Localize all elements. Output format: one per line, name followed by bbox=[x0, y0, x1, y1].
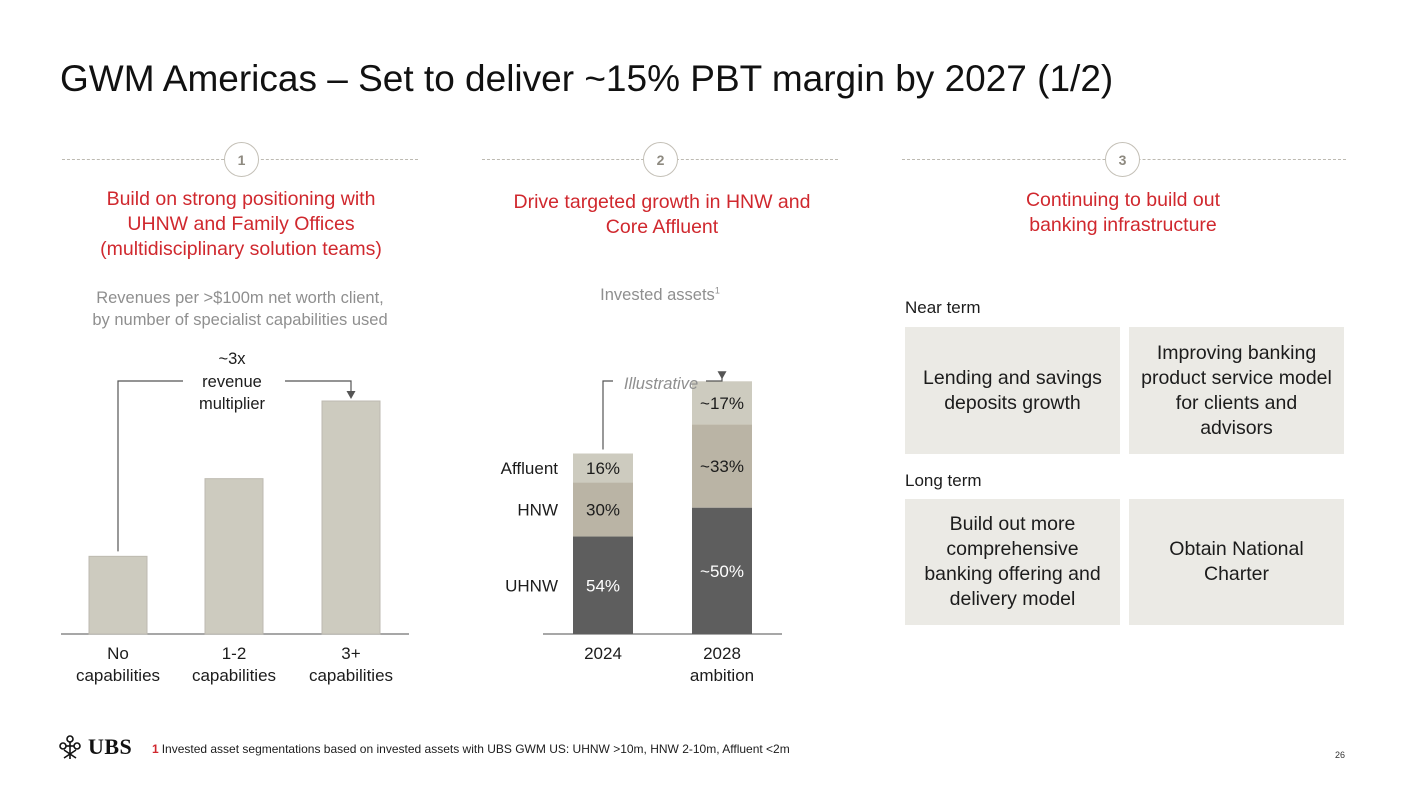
footnote-text: Invested asset segmentations based on in… bbox=[161, 742, 790, 756]
chart-1-subtitle-line-1: Revenues per >$100m net worth client, bbox=[96, 289, 384, 307]
chart-2-data-label-1-affluent: 16% bbox=[586, 459, 620, 478]
chart-2-subtitle-text: Invested assets bbox=[600, 286, 715, 304]
chart-2-subtitle: Invested assets1 bbox=[560, 284, 760, 306]
chart-1-category-label-1-line-1: No bbox=[107, 644, 129, 663]
near-term-label: Near term bbox=[905, 298, 981, 317]
chart-1-annotation-line-3: multiplier bbox=[199, 395, 266, 413]
long-term-box-2: Obtain National Charter bbox=[1129, 499, 1344, 625]
chart-1-bar-1 bbox=[88, 555, 148, 635]
long-term-box-1: Build out more comprehensive banking off… bbox=[905, 499, 1120, 625]
chart-1-category-label-3-line-1: 3+ bbox=[341, 644, 360, 663]
chart-2-bar-1-segment-uhnw bbox=[573, 536, 633, 634]
pillar-3-number-badge: 3 bbox=[1105, 142, 1140, 177]
chart-2-subtitle-footnote: 1 bbox=[714, 285, 720, 296]
chart-1-category-label-2-line-1: 1-2 bbox=[222, 644, 247, 663]
chart-2-bar-2-segment-uhnw bbox=[692, 507, 752, 634]
chart-1-annotation-bracket-left bbox=[117, 380, 183, 552]
chart-2-bar-1-segment-affluent bbox=[573, 453, 633, 483]
chart-2-bar-2-segment-affluent bbox=[692, 381, 752, 425]
ubs-logo: UBS bbox=[58, 734, 132, 760]
chart-2-annotation-arrowhead bbox=[717, 371, 727, 380]
pillar-3-heading: Continuing to build out banking infrastr… bbox=[1025, 189, 1221, 236]
chart-2-data-label-1-uhnw: 54% bbox=[586, 576, 620, 595]
keys-icon bbox=[59, 735, 81, 759]
chart-2-bar-1-segment-hnw bbox=[573, 482, 633, 537]
page-number: 26 bbox=[1334, 750, 1345, 760]
chart-2-data-label-2-affluent: ~17% bbox=[700, 394, 744, 413]
logo-text: UBS bbox=[88, 734, 133, 759]
chart-2-series-label-uhnw: UHNW bbox=[505, 576, 558, 595]
near-term-box-2: Improving banking product service model … bbox=[1129, 327, 1344, 454]
page-title: GWM Americas – Set to deliver ~15% PBT m… bbox=[60, 58, 1114, 99]
chart-2-series-label-affluent: Affluent bbox=[501, 459, 559, 478]
chart-2-data-label-1-hnw: 30% bbox=[586, 500, 620, 519]
chart-2-category-label-2-line-1: 2028 bbox=[703, 644, 741, 663]
pillar-2-number-badge: 2 bbox=[643, 142, 678, 177]
pillar-1-number-badge: 1 bbox=[224, 142, 259, 177]
near-term-box-1: Lending and savings deposits growth bbox=[905, 327, 1120, 454]
chart-1-category-label-2-line-2: capabilities bbox=[192, 666, 276, 685]
footnote: 1 Invested asset segmentations based on i… bbox=[152, 742, 790, 756]
chart-1-subtitle-line-2: by number of specialist capabilities use… bbox=[92, 311, 388, 329]
chart-2-data-label-2-uhnw: ~50% bbox=[700, 562, 744, 581]
chart-2-series-label-hnw: HNW bbox=[517, 500, 558, 519]
chart-1-category-label-3-line-2: capabilities bbox=[309, 666, 393, 685]
chart-2-category-label-1-line-1: 2024 bbox=[584, 644, 622, 663]
chart-1-annotation-bracket-right bbox=[285, 380, 352, 392]
chart-2-annotation-illustrative: Illustrative bbox=[624, 375, 698, 393]
chart-1-bar-2 bbox=[204, 478, 264, 635]
chart-2-annotation-bracket-left bbox=[602, 380, 613, 450]
chart-2-bar-2-segment-hnw bbox=[692, 424, 752, 508]
chart-1-subtitle: Revenues per >$100m net worth client, by… bbox=[60, 287, 420, 331]
pillar-1-heading: Build on strong positioning with UHNW an… bbox=[100, 188, 382, 260]
chart-1-bar-3 bbox=[321, 400, 381, 635]
footnote-number: 1 bbox=[152, 742, 159, 756]
chart-1-annotation-line-2: revenue bbox=[202, 373, 262, 391]
long-term-label: Long term bbox=[905, 471, 982, 490]
chart-2-data-label-2-hnw: ~33% bbox=[700, 457, 744, 476]
chart-1-annotation-line-1: ~3x bbox=[218, 350, 246, 368]
pillar-2-heading: Drive targeted growth in HNW and Core Af… bbox=[513, 191, 811, 238]
chart-2-category-label-2-line-2: ambition bbox=[690, 666, 754, 685]
chart-1-category-label-1-line-2: capabilities bbox=[76, 666, 160, 685]
chart-1-annotation-arrowhead bbox=[346, 391, 356, 399]
